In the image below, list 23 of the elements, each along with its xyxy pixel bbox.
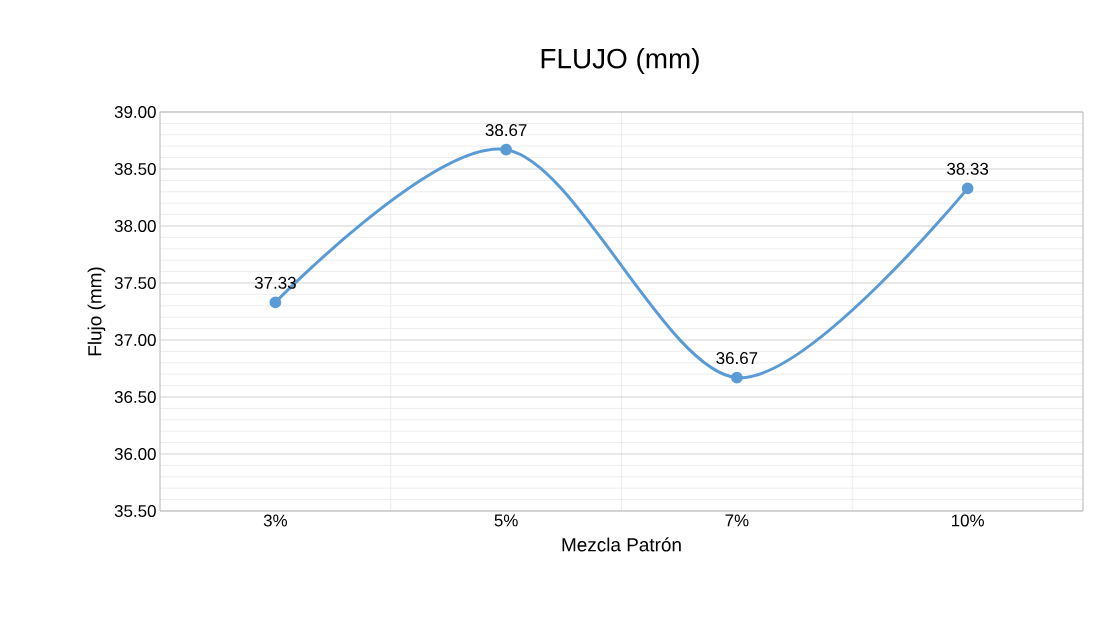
data-label: 38.33 [947, 162, 989, 175]
y-tick-label: 37.00 [114, 333, 156, 346]
y-tick-label: 38.00 [114, 219, 156, 232]
x-tick-label: 10% [951, 514, 984, 527]
y-tick-label: 38.50 [114, 162, 156, 175]
y-tick-label: 36.00 [114, 447, 156, 460]
y-tick-label: 39.00 [114, 105, 156, 118]
y-tick-label: 36.50 [114, 390, 156, 403]
data-label: 37.33 [254, 276, 296, 289]
point [961, 182, 974, 195]
chart-title: FLUJO (mm) [541, 48, 699, 74]
x-tick-label: 7% [725, 514, 749, 527]
point [269, 296, 282, 309]
y-tick-label: 35.50 [114, 504, 156, 517]
data-label: 36.67 [716, 352, 758, 365]
x-tick-label: 5% [494, 514, 518, 527]
data-label: 38.67 [485, 124, 527, 137]
x-axis-title: Mezcla Patrón [562, 537, 681, 552]
y-tick-label: 37.50 [114, 276, 156, 289]
point [500, 143, 513, 156]
y-axis-title: Flujo (mm) [87, 267, 106, 356]
x-tick-label: 3% [263, 514, 288, 527]
point [731, 371, 743, 384]
